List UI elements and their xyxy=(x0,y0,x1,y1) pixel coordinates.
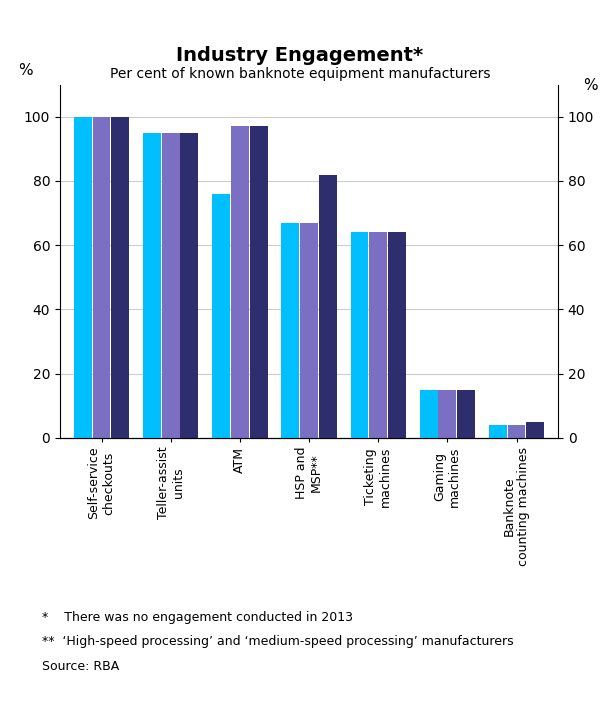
Bar xyxy=(319,174,337,438)
Bar xyxy=(369,232,387,438)
Bar xyxy=(489,425,507,438)
Y-axis label: %: % xyxy=(583,78,598,92)
Bar xyxy=(74,116,92,438)
Bar xyxy=(161,133,179,438)
Bar xyxy=(250,126,268,438)
Bar xyxy=(419,390,437,438)
Y-axis label: %: % xyxy=(18,63,32,78)
Text: Source: RBA: Source: RBA xyxy=(42,660,119,673)
Bar xyxy=(181,133,199,438)
Bar xyxy=(439,390,457,438)
Bar xyxy=(508,425,526,438)
Text: *    There was no engagement conducted in 2013: * There was no engagement conducted in 2… xyxy=(42,611,353,623)
Bar xyxy=(92,116,110,438)
Text: Industry Engagement*: Industry Engagement* xyxy=(176,46,424,65)
Bar xyxy=(281,222,299,438)
Bar xyxy=(457,390,475,438)
Bar xyxy=(300,222,318,438)
Bar xyxy=(212,194,230,438)
Bar xyxy=(231,126,249,438)
Bar xyxy=(111,116,129,438)
Bar xyxy=(388,232,406,438)
Bar xyxy=(350,232,368,438)
Text: Per cent of known banknote equipment manufacturers: Per cent of known banknote equipment man… xyxy=(110,67,490,81)
Bar xyxy=(526,421,544,438)
Text: **  ‘High-speed processing’ and ‘medium-speed processing’ manufacturers: ** ‘High-speed processing’ and ‘medium-s… xyxy=(42,635,514,648)
Bar xyxy=(143,133,161,438)
